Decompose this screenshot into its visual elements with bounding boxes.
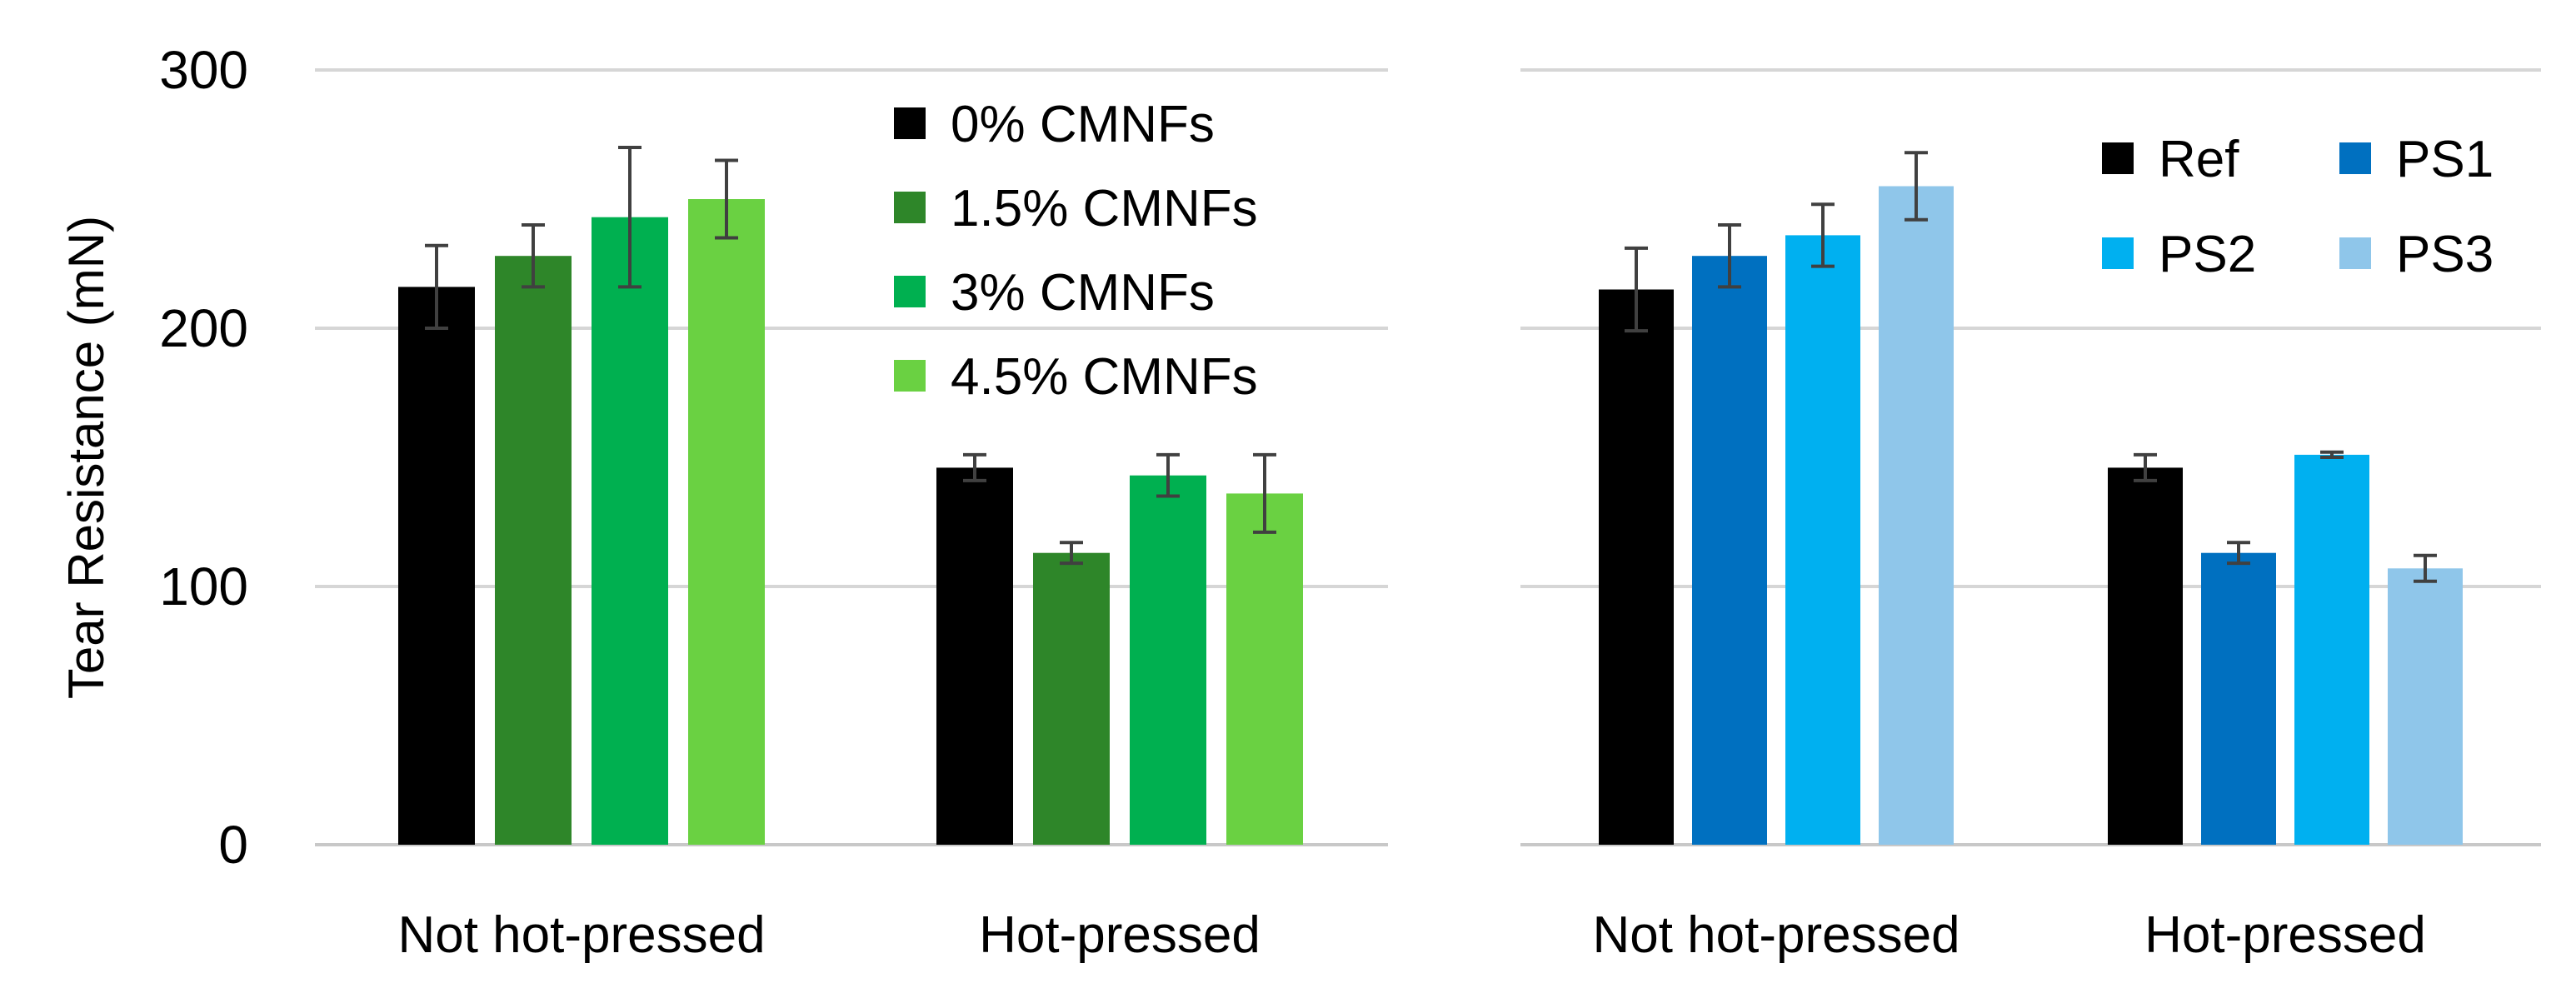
y-tick-label: 300: [159, 40, 248, 100]
bar-4-5-cmnfs-0: [688, 199, 765, 845]
x-category-label: Not hot-pressed: [397, 906, 765, 964]
legend-swatch: [2339, 142, 2371, 174]
bar-ps2-1: [2294, 454, 2369, 845]
x-category-label: Hot-pressed: [2144, 906, 2426, 964]
legend-swatch: [2102, 237, 2134, 269]
legend-swatch: [2102, 142, 2134, 174]
legend-swatch: [894, 107, 926, 139]
legend-label: PS2: [2159, 226, 2256, 283]
bar-0-cmnfs-0: [398, 287, 475, 845]
bar-ps2-0: [1785, 235, 1860, 845]
x-category-label: Hot-pressed: [979, 906, 1261, 964]
bar-3-cmnfs-0: [592, 217, 668, 845]
bar-ps3-1: [2388, 568, 2463, 845]
bar-0-cmnfs-1: [936, 467, 1013, 845]
bar-ps1-1: [2201, 552, 2276, 845]
legend-label: PS1: [2396, 131, 2494, 188]
y-tick-label: 100: [159, 556, 248, 616]
legend-label: 1.5% CMNFs: [951, 180, 1258, 237]
legend-label: Ref: [2159, 131, 2239, 188]
bar-ps3-0: [1879, 186, 1954, 845]
x-category-label: Not hot-pressed: [1592, 906, 1959, 964]
bar-3-cmnfs-1: [1130, 475, 1206, 845]
legend-label: 0% CMNFs: [951, 96, 1215, 153]
bar-1-5-cmnfs-0: [495, 256, 572, 845]
legend-swatch: [894, 192, 926, 223]
bar-4-5-cmnfs-1: [1226, 493, 1303, 845]
legend-label: PS3: [2396, 226, 2494, 283]
legend-swatch: [2339, 237, 2371, 269]
legend-swatch: [894, 276, 926, 307]
y-tick-label: 200: [159, 298, 248, 358]
bar-ps1-0: [1692, 256, 1767, 845]
bar-ref-0: [1599, 289, 1674, 845]
bar-1-5-cmnfs-1: [1033, 552, 1110, 845]
legend-swatch: [894, 360, 926, 392]
y-tick-label: 0: [218, 815, 248, 875]
y-axis-label: Tear Resistance (mN): [58, 216, 114, 699]
bar-ref-1: [2108, 467, 2183, 845]
legend-label: 3% CMNFs: [951, 264, 1215, 322]
legend-label: 4.5% CMNFs: [951, 348, 1258, 406]
